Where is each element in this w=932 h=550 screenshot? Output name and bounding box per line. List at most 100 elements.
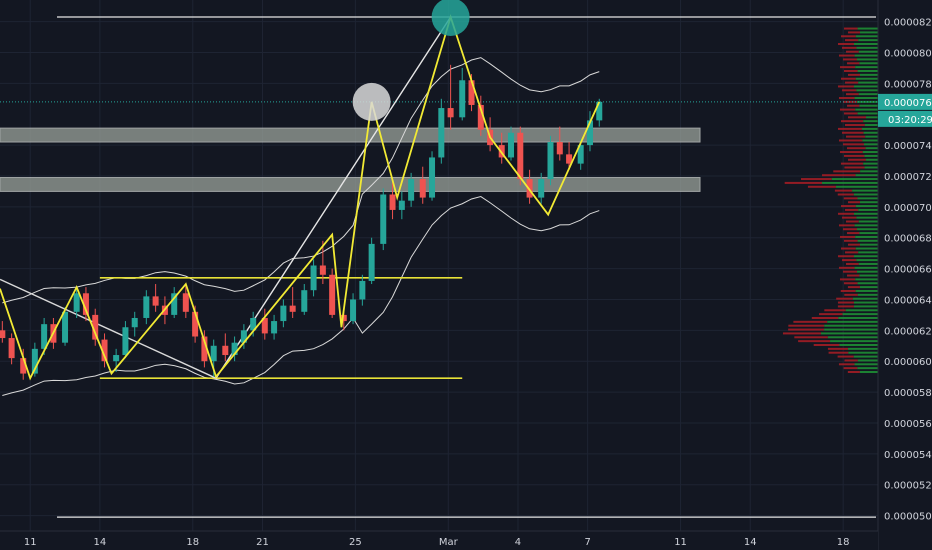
volume-bar-down-77 (848, 73, 860, 76)
candle-body-9 (92, 314, 99, 340)
volume-bar-up-88 (860, 31, 878, 34)
volume-bar-down-13 (793, 320, 828, 323)
volume-bar-up-38 (854, 224, 878, 227)
volume-bar-down-81 (843, 58, 857, 61)
volume-bar-down-43 (840, 205, 856, 208)
candle-body-47 (468, 80, 475, 105)
time-tick-label: 25 (349, 537, 362, 548)
volume-bar-up-53 (864, 166, 878, 169)
resistance-zone-0 (0, 127, 701, 143)
candle-body-52 (517, 132, 524, 180)
candle-body-32 (319, 265, 326, 275)
volume-bar-down-87 (841, 35, 856, 38)
volume-bar-down-37 (843, 228, 857, 231)
volume-bar-up-61 (865, 135, 878, 138)
volume-bar-down-17 (837, 305, 854, 308)
volume-bar-down-31 (845, 251, 859, 254)
volume-bar-up-79 (855, 66, 878, 69)
volume-bar-down-72 (846, 93, 859, 96)
volume-bar-down-24 (839, 278, 856, 281)
candle-body-46 (459, 80, 466, 118)
volume-bar-down-71 (839, 97, 855, 100)
candle-body-12 (122, 327, 129, 356)
volume-bar-up-24 (855, 278, 878, 281)
volume-bar-up-15 (842, 313, 878, 316)
volume-bar-down-83 (846, 50, 859, 53)
volume-bar-up-12 (824, 324, 878, 327)
candle-body-45 (447, 108, 454, 118)
volume-bar-up-33 (860, 243, 878, 246)
volume-bar-up-42 (858, 208, 878, 211)
volume-bar-down-35 (840, 235, 856, 238)
candle-body-56 (556, 142, 563, 155)
candle-body-4 (41, 324, 48, 349)
candle-body-6 (62, 311, 69, 343)
candle-body-31 (310, 265, 317, 291)
candle-body-25 (250, 317, 257, 331)
volume-bar-down-75 (845, 81, 859, 84)
volume-bar-up-44 (859, 201, 878, 204)
candle-body-37 (368, 243, 375, 281)
candle-body-59 (586, 120, 593, 146)
volume-bar-down-7 (813, 343, 840, 346)
candle-body-34 (340, 314, 347, 322)
volume-bar-down-88 (848, 31, 860, 34)
volume-bar-up-2 (854, 363, 878, 366)
volume-bar-down-78 (844, 70, 858, 73)
price-axis-background (878, 0, 932, 550)
volume-bar-up-85 (854, 42, 878, 45)
volume-bar-up-73 (856, 89, 878, 92)
volume-bar-up-59 (864, 143, 878, 146)
candle-body-48 (477, 104, 484, 130)
candle-body-39 (389, 194, 396, 210)
volume-bar-up-77 (860, 73, 878, 76)
volume-bar-down-28 (846, 262, 859, 265)
candle-body-28 (280, 305, 287, 322)
volume-bar-down-82 (839, 54, 855, 57)
last-price-badge (878, 93, 932, 110)
volume-bar-down-2 (838, 363, 855, 366)
candle-body-54 (538, 179, 545, 198)
volume-bar-down-25 (846, 274, 860, 277)
candle-body-33 (329, 274, 336, 315)
volume-bar-up-4 (853, 355, 878, 358)
volume-bar-up-75 (858, 81, 878, 84)
volume-bar-up-56 (864, 154, 878, 157)
candle-body-18 (182, 293, 189, 312)
candle-body-55 (547, 142, 554, 180)
candle-body-44 (438, 108, 445, 158)
candle-body-30 (301, 290, 308, 312)
candle-body-8 (82, 293, 89, 315)
volume-bar-up-52 (860, 170, 878, 173)
volume-bar-down-84 (842, 46, 857, 49)
grid-layer (0, 0, 878, 531)
volume-bar-up-29 (856, 259, 878, 262)
volume-bar-down-54 (840, 162, 864, 165)
candle-body-14 (143, 296, 150, 318)
countdown-label: 03:20:29 (888, 115, 932, 126)
volume-bar-up-60 (862, 139, 878, 142)
volume-bar-up-50 (831, 178, 878, 181)
highlight-circle-1 (352, 82, 391, 121)
trend-cross-line (0, 278, 217, 379)
volume-bar-down-30 (838, 255, 854, 258)
volume-bar-up-47 (852, 189, 878, 192)
time-tick-label: 14 (744, 537, 757, 548)
time-tick-label: 18 (837, 537, 850, 548)
volume-bar-up-45 (857, 197, 878, 200)
volume-bar-down-11 (788, 328, 825, 331)
countdown-badge (878, 110, 932, 127)
volume-bar-down-1 (843, 367, 858, 370)
annotations-layer (0, 0, 601, 381)
volume-bar-up-37 (857, 228, 878, 231)
volume-bar-down-76 (841, 77, 856, 80)
volume-bar-down-69 (847, 104, 860, 107)
